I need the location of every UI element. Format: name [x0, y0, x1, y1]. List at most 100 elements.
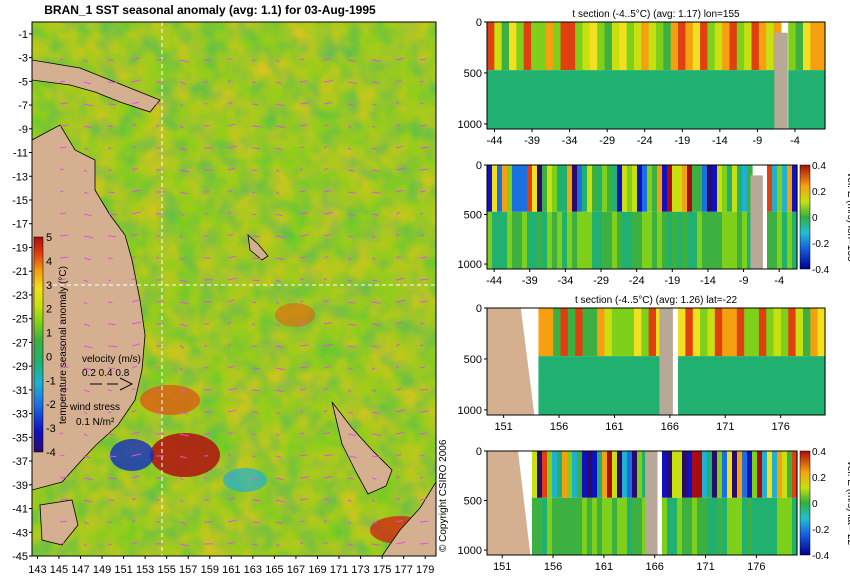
- wind-arrow: [371, 235, 376, 238]
- section-cell: [678, 356, 686, 415]
- section-cell: [626, 22, 635, 71]
- section-cell: [787, 451, 793, 498]
- section-cell: [542, 165, 548, 212]
- wind-arrow: [131, 541, 138, 545]
- section-cell: [672, 497, 678, 555]
- wind-arrow: [275, 345, 284, 349]
- section-cell: [582, 497, 588, 555]
- section-cell: [714, 308, 723, 357]
- wind-arrow: [395, 79, 402, 83]
- section-cell: [736, 308, 745, 357]
- section-cell: [692, 308, 701, 357]
- section-cell: [788, 70, 797, 129]
- wind-arrow: [371, 81, 380, 84]
- section-cell: [575, 22, 584, 71]
- wind-arrow: [107, 169, 112, 172]
- wind-arrow: [395, 431, 405, 435]
- section-cell: [589, 70, 598, 129]
- section-cell: [632, 497, 638, 555]
- lon-tick-label: 159: [201, 564, 219, 576]
- wind-arrow: [299, 410, 304, 413]
- section-cell: [727, 165, 733, 212]
- wind-arrow: [179, 191, 189, 195]
- wind-arrow: [323, 57, 331, 61]
- wind-arrow: [83, 213, 92, 217]
- wind-arrow: [299, 476, 310, 479]
- section-cell: [517, 211, 523, 269]
- section-cell: [767, 165, 773, 212]
- section-cell: [619, 22, 628, 71]
- section-cell: [707, 497, 713, 555]
- section-cell: [707, 451, 713, 498]
- section-cell: [516, 22, 525, 71]
- wind-arrow: [83, 411, 88, 415]
- wind-arrow: [323, 233, 332, 237]
- section-cell: [642, 451, 648, 498]
- section-cell: [788, 308, 797, 357]
- section-cell: [622, 165, 628, 212]
- section-cell: [607, 451, 613, 498]
- section-cell: [582, 308, 591, 357]
- section-cell: [751, 22, 760, 71]
- velocity-colorbar-tick-label: 0.4: [812, 161, 826, 172]
- section-cell: [712, 211, 718, 269]
- wind-arrow: [419, 168, 429, 171]
- wind-arrow: [347, 543, 354, 546]
- depth-tick-label: 500: [464, 496, 482, 508]
- section-cell: [662, 211, 668, 269]
- wind-arrow: [251, 367, 261, 370]
- wind-arrow: [107, 367, 116, 370]
- wind-arrow: [227, 255, 237, 259]
- section-cell: [677, 165, 683, 212]
- section-cell: [607, 165, 613, 212]
- wind-arrow: [323, 123, 330, 127]
- section-x-tick-label: 171: [716, 421, 734, 433]
- section-cell: [787, 165, 793, 212]
- wind-arrow: [275, 323, 281, 327]
- wind-arrow: [323, 431, 331, 435]
- section-cell: [648, 308, 657, 357]
- section-cell: [727, 211, 733, 269]
- depth-tick-label: 0: [476, 303, 482, 315]
- wind-arrow: [59, 388, 68, 391]
- wind-arrow: [323, 79, 333, 83]
- section-cell: [542, 451, 548, 498]
- wind-arrow: [251, 477, 259, 480]
- wind-arrow: [299, 388, 306, 391]
- wind-arrow: [299, 300, 304, 303]
- section-cell: [810, 356, 819, 415]
- section-cell: [560, 22, 569, 71]
- section-cell: [552, 211, 558, 269]
- section-ridge: [659, 308, 673, 415]
- cool-anomaly-blob: [110, 439, 154, 471]
- section-cell: [670, 70, 679, 129]
- map-colorbar-tick-label: 3: [46, 280, 52, 292]
- section-cell: [717, 497, 723, 555]
- section-x-tick-label: -39: [522, 275, 538, 287]
- wind-arrow: [395, 57, 405, 61]
- wind-arrow: [227, 189, 233, 193]
- wind-arrow: [347, 433, 357, 436]
- wind-arrow: [131, 57, 140, 61]
- wind-arrow: [419, 388, 428, 391]
- lat-tick-label: -29: [12, 361, 28, 373]
- new-zealand-north-land: [331, 401, 393, 495]
- section-cell: [487, 165, 493, 212]
- wind-arrow: [419, 80, 424, 83]
- section-cell: [557, 497, 563, 555]
- section-cell: [744, 308, 753, 357]
- wind-arrow: [347, 389, 352, 392]
- section-x-tick-label: -34: [562, 135, 578, 147]
- section-cell: [642, 497, 648, 555]
- section-cell: [611, 70, 620, 129]
- wind-arrow: [395, 255, 402, 259]
- section-cell: [538, 70, 547, 129]
- wind-arrow: [131, 145, 136, 149]
- wind-arrow: [131, 343, 141, 347]
- map-colorbar-tick-label: -2: [46, 399, 56, 411]
- section-cell: [553, 22, 562, 71]
- wind-arrow: [59, 234, 69, 237]
- section-cell: [592, 211, 598, 269]
- wind-arrow: [323, 343, 333, 347]
- wind-arrow: [179, 477, 184, 481]
